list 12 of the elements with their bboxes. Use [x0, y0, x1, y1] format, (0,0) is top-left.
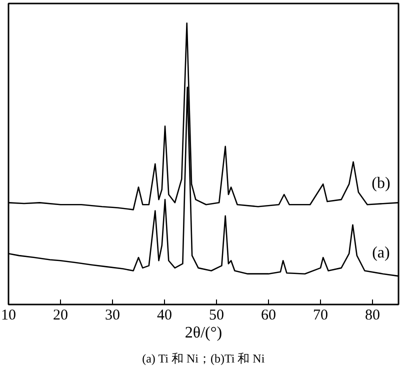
x-tick-label: 60 — [261, 308, 276, 324]
x-tick-label: 50 — [209, 308, 224, 324]
x-axis-title: 2θ/(°) — [184, 324, 222, 342]
x-tick-label: 70 — [313, 308, 328, 324]
x-tick-label: 80 — [365, 308, 380, 324]
series-label: (a) — [372, 244, 390, 262]
x-tick-label: 10 — [1, 308, 16, 324]
text: (a) Ti 和 Ni；(b)Ti 和 Ni — [142, 352, 266, 366]
series-label: (b) — [372, 174, 390, 192]
x-tick-label: 20 — [53, 308, 68, 324]
x-tick-label: 40 — [157, 308, 172, 324]
x-tick-label: 30 — [105, 308, 120, 324]
